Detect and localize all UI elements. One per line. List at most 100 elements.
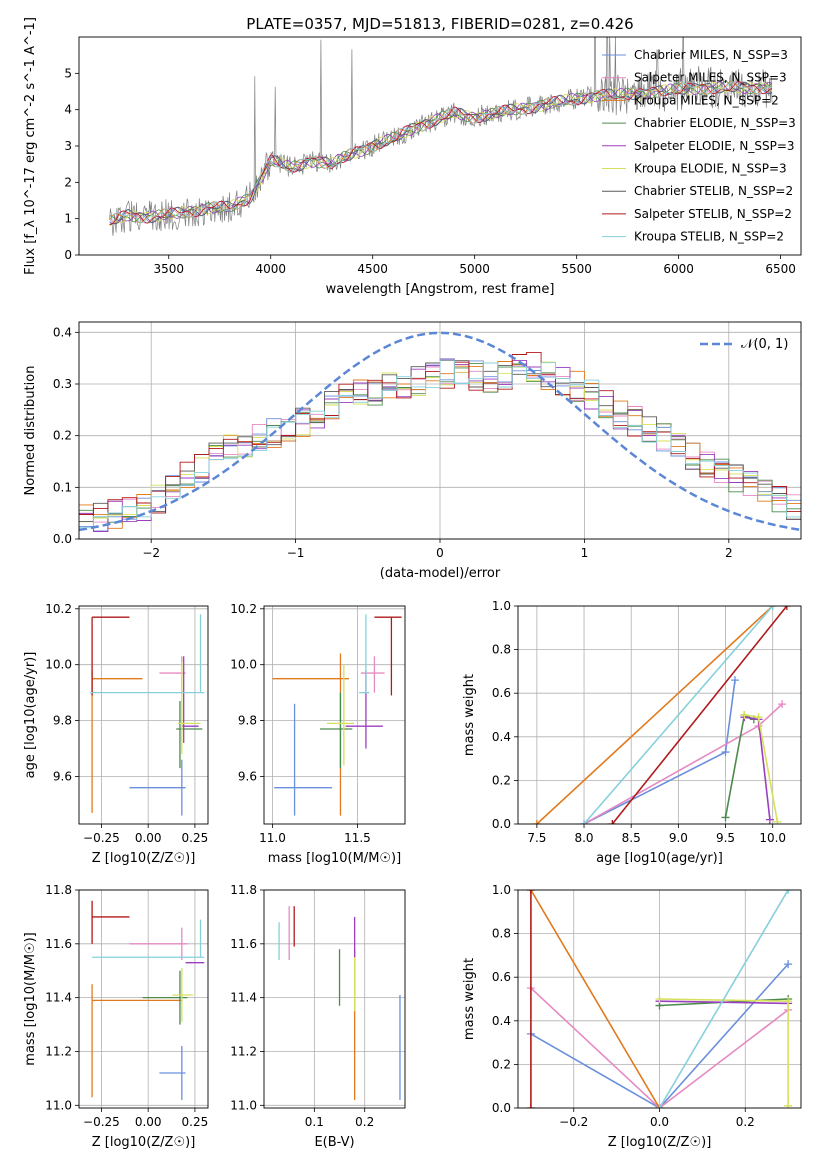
axes-frame xyxy=(78,889,209,1109)
grid-lines xyxy=(264,889,405,1108)
weight-line-2 xyxy=(530,890,661,1108)
weight-marker xyxy=(768,606,777,610)
x-axis-label: Z [log10(Z/Z☉)] xyxy=(92,851,196,866)
x-tick-label: −1 xyxy=(287,546,305,560)
panel-weight-vs-Z: −0.2 0.0 0.2 0.0 0.2 0.4 0.6 0.8 1.0 Z [log10(Z/Z… xyxy=(462,883,802,1150)
model-line-3 xyxy=(109,80,773,223)
x-tick-label: 0.0 xyxy=(650,1115,669,1129)
y-tick-label: 0.2 xyxy=(492,1057,511,1071)
legend-label: Kroupa ELODIE, N_SSP=3 xyxy=(634,162,787,176)
x-tick-label: 6500 xyxy=(765,262,796,276)
weight-line-7 xyxy=(583,606,774,824)
model-line-8 xyxy=(109,80,773,224)
weight-marker xyxy=(721,748,730,757)
y-tick-label: 0.0 xyxy=(492,1101,511,1115)
grid-lines xyxy=(79,606,208,824)
y-tick-label: 11.8 xyxy=(230,883,257,897)
y-tick-label: 1.0 xyxy=(492,883,511,897)
y-tick-label: 0.0 xyxy=(53,532,72,546)
y-tick-label: 0.6 xyxy=(492,686,511,700)
weight-line-6 xyxy=(611,606,788,824)
legend: 𝒩(0, 1) xyxy=(700,337,788,352)
weight-marker xyxy=(608,820,617,824)
x-tick-label: 5000 xyxy=(459,262,490,276)
x-tick-label: 7.5 xyxy=(527,831,546,845)
x-axis-label: (data-model)/error xyxy=(380,566,501,581)
y-tick-label: 9.6 xyxy=(238,769,257,783)
weight-marker xyxy=(526,1104,535,1108)
y-tick-label: 2 xyxy=(64,175,72,189)
y-tick-label: 0.0 xyxy=(492,817,511,831)
x-tick-label: 0.00 xyxy=(135,831,162,845)
weight-marker xyxy=(655,1104,664,1108)
plot-area xyxy=(526,890,793,1108)
x-tick-label: −0.25 xyxy=(83,831,120,845)
weight-marker xyxy=(765,815,774,824)
grid-lines xyxy=(264,606,405,824)
x-tick-label: 11.5 xyxy=(344,831,371,845)
plot-area xyxy=(272,614,402,816)
histogram-4 xyxy=(79,358,801,532)
x-tick-label: 4000 xyxy=(255,262,286,276)
y-axis-label: Normed distribution xyxy=(23,366,38,496)
x-tick-label: 0.00 xyxy=(135,1115,162,1129)
y-tick-label: 11.6 xyxy=(230,937,257,951)
x-tick-label: 2 xyxy=(725,546,733,560)
histogram-8 xyxy=(79,359,801,529)
y-tick-label: 11.4 xyxy=(230,991,257,1005)
x-tick-label: 3500 xyxy=(153,262,184,276)
y-tick-label: 1.0 xyxy=(492,599,511,613)
weight-line-7 xyxy=(658,890,789,1108)
axes-frame xyxy=(78,605,209,825)
x-tick-label: 0.25 xyxy=(182,1115,209,1129)
weight-marker xyxy=(782,606,791,610)
x-tick-label: 0.2 xyxy=(355,1115,374,1129)
axes-frame xyxy=(263,605,406,825)
model-line-7 xyxy=(109,81,773,226)
axes-frame xyxy=(517,889,802,1109)
y-tick-label: 0.4 xyxy=(53,325,72,339)
y-tick-label: 11.6 xyxy=(45,937,72,951)
y-tick-label: 9.8 xyxy=(53,714,72,728)
y-axis-label: mass [log10(M/M☉)] xyxy=(23,932,38,1065)
x-tick-label: 0 xyxy=(436,546,444,560)
x-tick-label: −0.2 xyxy=(559,1115,588,1129)
x-tick-label: 10.0 xyxy=(759,831,786,845)
x-axis-label: Z [log10(Z/Z☉)] xyxy=(608,1135,712,1150)
legend-label: Kroupa STELIB, N_SSP=2 xyxy=(634,230,784,244)
y-tick-label: 10.0 xyxy=(230,658,257,672)
y-tick-label: 11.2 xyxy=(45,1044,72,1058)
x-axis-label: mass [log10(M/M☉)] xyxy=(268,851,401,866)
weight-marker xyxy=(754,713,763,722)
weight-line-1 xyxy=(530,987,789,1108)
plot-area xyxy=(90,614,205,816)
x-tick-label: 0.1 xyxy=(305,1115,324,1129)
weight-marker xyxy=(784,997,793,1006)
y-tick-label: 0.6 xyxy=(492,970,511,984)
legend-label: Chabrier MILES, N_SSP=3 xyxy=(634,48,788,62)
y-tick-label: 0.8 xyxy=(492,927,511,941)
x-tick-label: 9.5 xyxy=(716,831,735,845)
x-tick-label: 5500 xyxy=(561,262,592,276)
legend-label: Chabrier STELIB, N_SSP=2 xyxy=(634,184,793,198)
x-tick-label: 0.25 xyxy=(182,831,209,845)
x-tick-label: 0.2 xyxy=(736,1115,755,1129)
legend-label: Kroupa MILES, N_SSP=2 xyxy=(634,93,779,107)
legend-label: Salpeter STELIB, N_SSP=2 xyxy=(634,207,792,221)
y-axis-label: mass weight xyxy=(462,674,477,756)
plot-area xyxy=(79,331,801,532)
plot-area xyxy=(532,606,791,824)
weight-line-1 xyxy=(583,703,783,824)
weight-line-0 xyxy=(530,963,789,1108)
y-axis-label: Flux [f_λ 10^-17 erg cm^-2 s^-1 A^-1] xyxy=(23,17,38,275)
y-axis-label: mass weight xyxy=(462,958,477,1040)
axes-frame xyxy=(78,36,802,256)
weight-marker xyxy=(784,890,793,894)
weight-marker xyxy=(655,995,664,1003)
x-tick-label: 11.0 xyxy=(259,831,286,845)
x-tick-label: 8.5 xyxy=(622,831,641,845)
panel-weight-vs-age: 7.5 8.0 8.5 9.0 9.5 10.0 0.0 0.2 0.4 0.6 0.8 1.0 age… xyxy=(462,599,802,866)
weight-marker xyxy=(784,1101,793,1108)
weight-marker xyxy=(740,711,749,719)
